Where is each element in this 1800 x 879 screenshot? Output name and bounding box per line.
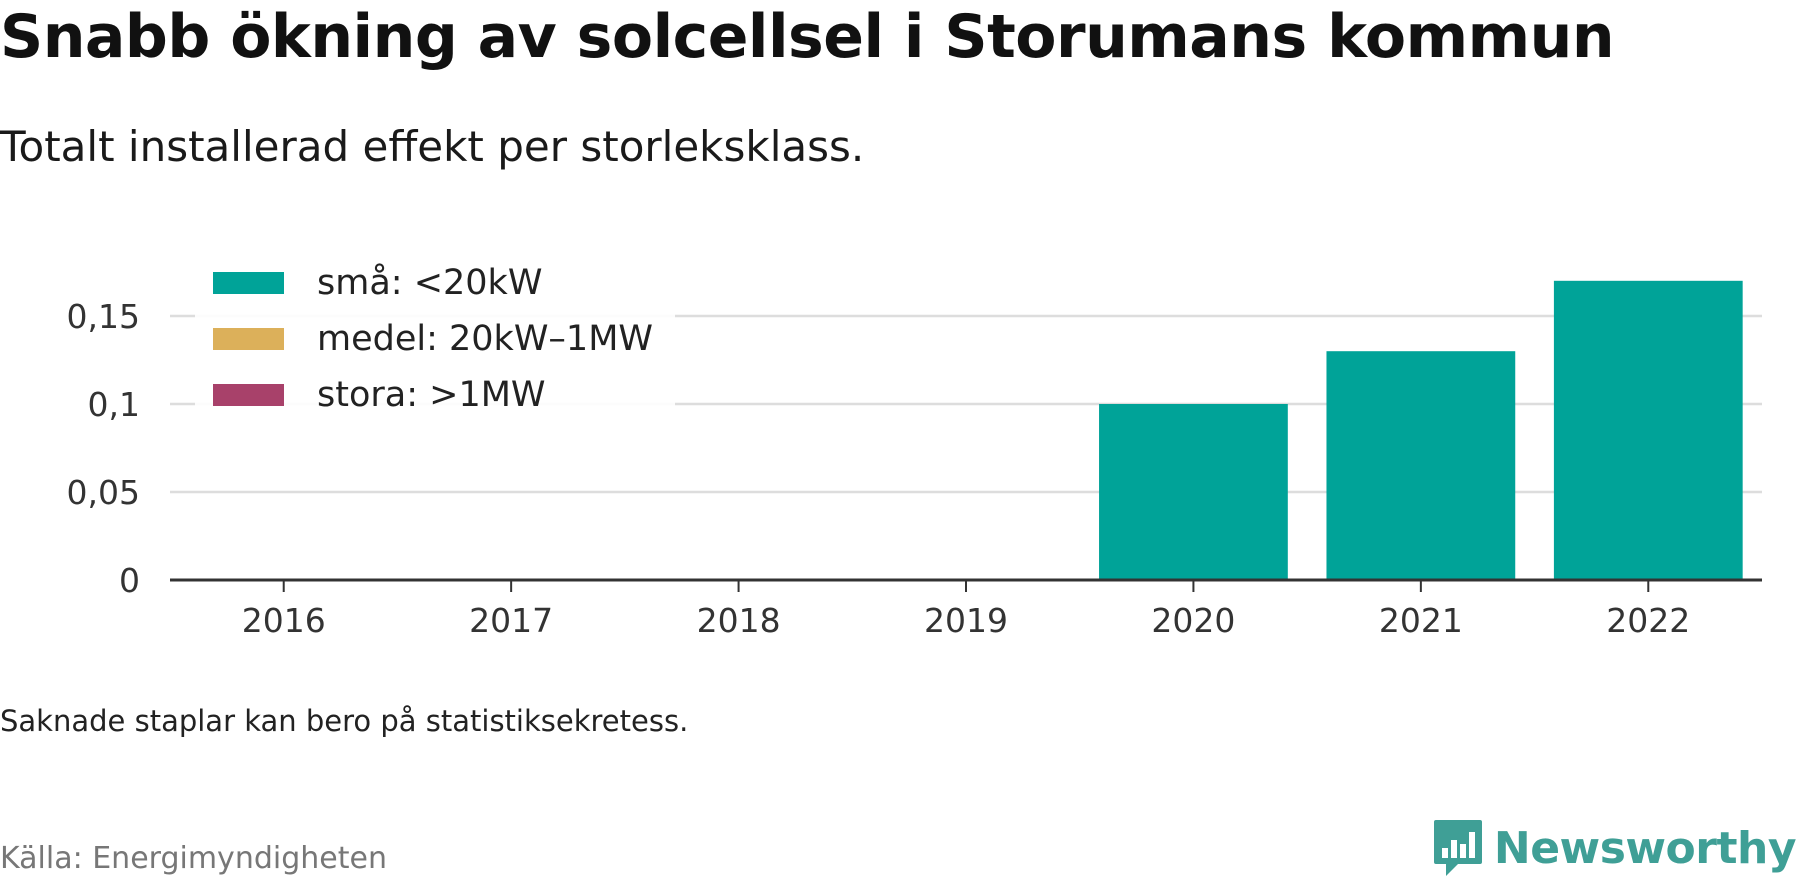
axes: 0 0,05 0,1 0,15 2016 2017 2018 2019 2020 2021 2022 <box>67 297 1762 640</box>
x-tick-label: 2016 <box>242 601 326 640</box>
legend: små: <20kW medel: 20kW–1MW stora: >1MW <box>195 252 675 446</box>
legend-swatch <box>213 328 284 350</box>
bar <box>1099 404 1288 580</box>
bar-chart: 0 0,05 0,1 0,15 2016 2017 2018 2019 2020 2021 2022… <box>67 252 1762 640</box>
legend-label: små: <20kW <box>317 262 542 303</box>
source-label: Källa: Energimyndigheten <box>0 841 387 876</box>
bars <box>1099 280 1743 580</box>
chart-title: Snabb ökning av solcellsel i Storumans k… <box>0 2 1615 72</box>
footnote: Saknade staplar kan bero på statistiksek… <box>0 704 689 738</box>
legend-swatch <box>213 272 284 294</box>
x-tick-label: 2017 <box>469 601 553 640</box>
x-tick-label: 2022 <box>1606 601 1690 640</box>
brand-logo[interactable]: Newsworthy <box>1432 818 1797 878</box>
x-tick-label: 2021 <box>1379 601 1463 640</box>
legend-label: medel: 20kW–1MW <box>317 319 653 359</box>
newsworthy-logo-icon <box>1433 820 1482 876</box>
y-tick-label: 0,05 <box>67 473 140 512</box>
x-tick-label: 2020 <box>1151 601 1235 640</box>
x-tick-label: 2019 <box>924 601 1008 640</box>
legend-swatch <box>213 384 284 406</box>
y-tick-label: 0 <box>119 561 140 600</box>
y-tick-label: 0,1 <box>88 385 140 424</box>
brand-name: Newsworthy <box>1493 822 1797 874</box>
legend-label: stora: >1MW <box>317 375 546 415</box>
y-tick-label: 0,15 <box>67 297 140 336</box>
chart-subtitle: Totalt installerad effekt per storlekskl… <box>0 122 865 171</box>
bar <box>1326 351 1516 580</box>
bar <box>1553 280 1743 580</box>
x-tick-label: 2018 <box>697 601 781 640</box>
